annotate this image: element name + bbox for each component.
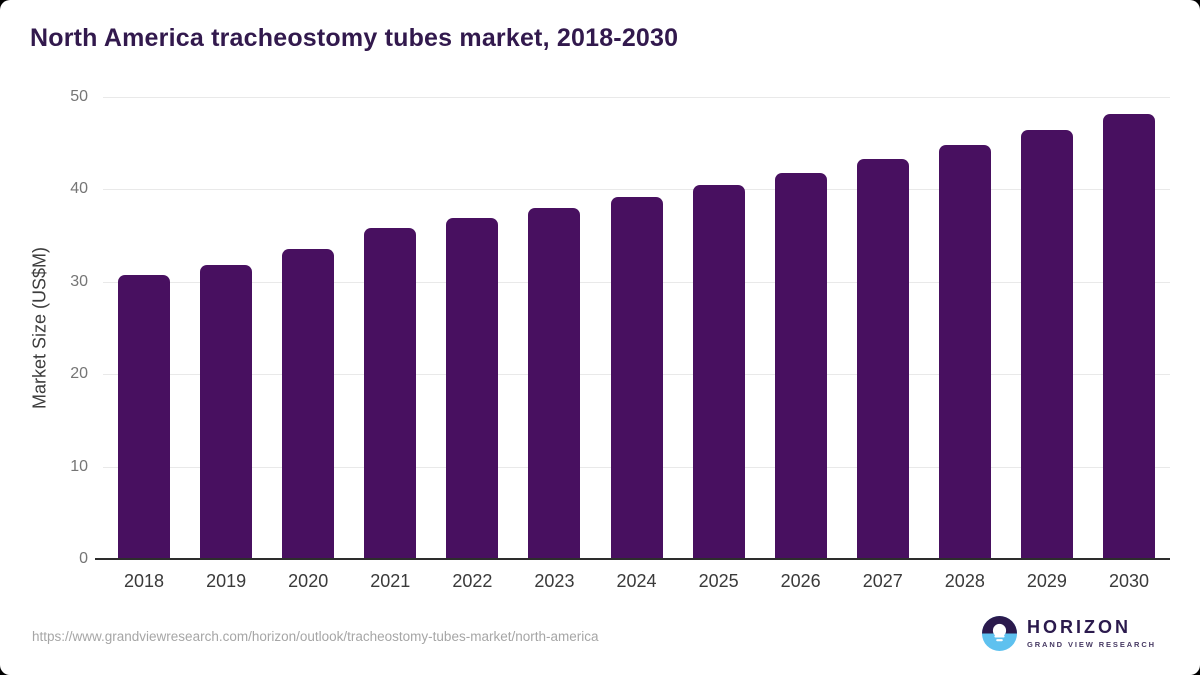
x-tick-2022: 2022 xyxy=(452,571,493,591)
y-tick-20: 20 xyxy=(70,365,88,383)
bar-slot-2030 xyxy=(1088,97,1170,559)
bar-2020 xyxy=(282,248,335,559)
bar-slot-2020 xyxy=(267,97,349,559)
bar-slot-2022 xyxy=(431,97,513,559)
y-tick-labels: 0 10 20 30 40 50 xyxy=(0,88,88,567)
y-tick-30: 30 xyxy=(70,272,88,290)
bar-slot-2024 xyxy=(595,97,677,559)
bar-slot-2021 xyxy=(349,97,431,559)
bar-slot-2029 xyxy=(1006,97,1088,559)
x-tick-2030: 2030 xyxy=(1108,571,1149,591)
horizon-logo-icon xyxy=(981,615,1018,652)
bar-2025 xyxy=(692,184,745,559)
bar-2024 xyxy=(610,196,663,559)
bar-slot-2018 xyxy=(103,97,185,559)
bar-2021 xyxy=(364,228,417,559)
x-tick-2029: 2029 xyxy=(1026,571,1067,591)
gridline-50 xyxy=(103,97,1170,98)
bar-slot-2028 xyxy=(924,97,1006,559)
horizon-logo-text: HORIZON GRAND VIEW RESEARCH xyxy=(1026,617,1156,649)
y-tick-50: 50 xyxy=(70,88,88,105)
bar-2027 xyxy=(856,158,909,559)
bar-slot-2025 xyxy=(678,97,760,559)
gridline-40 xyxy=(103,189,1170,191)
x-tick-2021: 2021 xyxy=(370,571,411,591)
source-url: https://www.grandviewresearch.com/horizo… xyxy=(32,629,599,644)
x-tick-2018: 2018 xyxy=(124,571,165,591)
horizon-logo-name: HORIZON xyxy=(1026,617,1131,638)
x-tick-2026: 2026 xyxy=(780,571,821,591)
y-tick-10: 10 xyxy=(70,457,88,475)
y-tick-0: 0 xyxy=(79,550,88,567)
bar-slot-2023 xyxy=(513,97,595,559)
bar-2022 xyxy=(446,218,499,559)
x-tick-2027: 2027 xyxy=(862,571,903,591)
bar-2028 xyxy=(938,145,991,559)
bar-slot-2019 xyxy=(185,97,267,559)
plot-area xyxy=(95,97,1170,560)
bar-2023 xyxy=(528,207,581,559)
x-tick-labels: 2018 2019 2020 2021 2022 2023 2024 2025 2026 2027… xyxy=(103,571,1170,592)
bar-2019 xyxy=(200,265,253,559)
bar-2026 xyxy=(774,172,827,559)
x-tick-2019: 2019 xyxy=(206,571,247,591)
bar-2018 xyxy=(118,275,171,559)
bar-slot-2026 xyxy=(760,97,842,559)
x-tick-2020: 2020 xyxy=(288,571,329,591)
bar-2030 xyxy=(1102,113,1155,559)
bar-2029 xyxy=(1020,130,1073,559)
x-tick-2028: 2028 xyxy=(944,571,985,591)
x-tick-2025: 2025 xyxy=(698,571,739,591)
bars xyxy=(103,97,1170,559)
chart-title: North America tracheostomy tubes market,… xyxy=(30,24,679,52)
x-tick-2023: 2023 xyxy=(534,571,575,591)
y-tick-40: 40 xyxy=(70,180,88,198)
x-tick-2024: 2024 xyxy=(616,571,657,591)
bar-slot-2027 xyxy=(842,97,924,559)
x-axis-line xyxy=(95,558,1170,560)
horizon-logo: HORIZON GRAND VIEW RESEARCH xyxy=(981,615,1156,652)
horizon-logo-subtitle: GRAND VIEW RESEARCH xyxy=(1026,639,1156,649)
